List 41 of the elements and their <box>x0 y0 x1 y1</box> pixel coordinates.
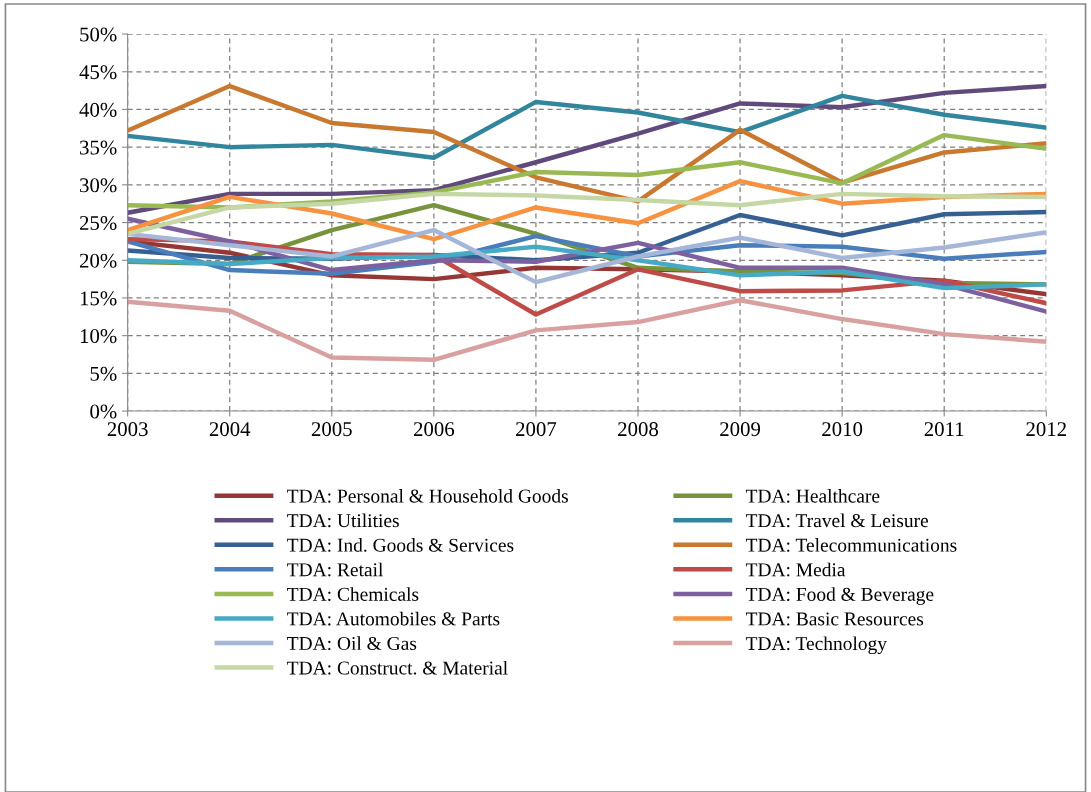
line-series <box>127 244 1047 291</box>
y-tick-label: 25% <box>79 215 117 231</box>
legend-label: TDA: Media <box>745 562 846 577</box>
y-tick-label: 40% <box>79 102 117 117</box>
line-series <box>127 191 1047 237</box>
y-tick-label: 0% <box>90 404 117 419</box>
y-tick-label: 30% <box>80 178 117 193</box>
legend-label: TDA: Oil & Gas <box>287 636 417 651</box>
legend-label: TDA: Utilities <box>287 513 399 528</box>
y-tick-label: 35% <box>80 140 117 155</box>
legend-label: TDA: Healthcare <box>745 488 880 503</box>
legend-label: TDA: Travel & Leisure <box>745 513 929 528</box>
x-tick-label: 2005 <box>311 422 352 437</box>
legend-label: TDA: Telecommunications <box>745 538 957 552</box>
y-tick-label: 15% <box>80 291 117 306</box>
legend-label: TDA: Retail <box>287 562 383 577</box>
line-series <box>127 297 1047 362</box>
line-series <box>127 227 1047 285</box>
x-tick-label: 2010 <box>822 422 863 437</box>
y-tick-label: 50% <box>80 27 117 42</box>
x-tick-label: 2008 <box>618 422 659 437</box>
legend-label: TDA: Basic Resources <box>745 612 924 626</box>
line-series <box>127 93 1047 160</box>
y-tick-label: 5% <box>90 366 117 381</box>
x-tick-label: 2004 <box>209 422 251 437</box>
legend-label: TDA: Technology <box>745 636 887 655</box>
x-tick-label: 2011 <box>924 422 964 437</box>
x-tick-label: 2006 <box>413 422 455 437</box>
x-tick-label: 2003 <box>107 422 148 437</box>
y-tick-label: 45% <box>79 65 117 80</box>
x-tick-label: 2007 <box>516 422 557 437</box>
y-tick-label: 20% <box>79 253 117 268</box>
y-tick-label: 10% <box>80 329 117 344</box>
legend-label: TDA: Automobiles & Parts <box>287 611 500 626</box>
legend-label: TDA: Food & Beverage <box>745 587 934 605</box>
x-tick-label: 2009 <box>720 422 761 437</box>
x-tick-label: 2012 <box>1026 422 1066 437</box>
legend-label: TDA: Ind. Goods & Services <box>287 538 514 552</box>
legend-label: TDA: Chemicals <box>287 587 419 601</box>
legend-label: TDA: Construct. & Material <box>287 660 508 675</box>
legend-label: TDA: Personal & Household Goods <box>287 488 568 503</box>
